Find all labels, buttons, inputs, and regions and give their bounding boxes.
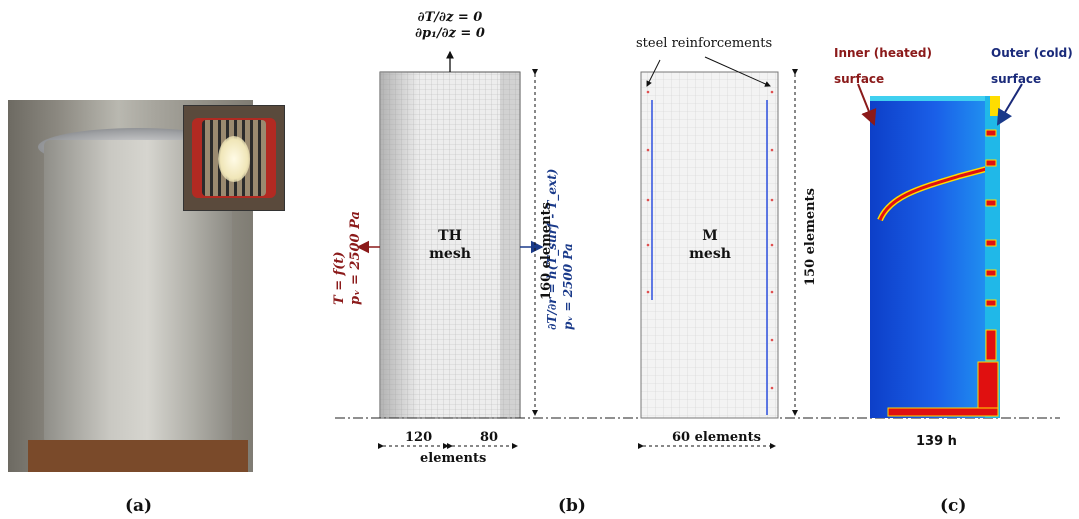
left-bc-line1: T = f(t) — [332, 251, 347, 305]
reinforcement-cage-inset-photo — [183, 105, 285, 211]
th-mesh-subtitle: mesh — [429, 246, 471, 262]
right-bc-line1: ∂T/∂r = h(T_surf - T_ext) — [545, 169, 560, 330]
steel-reinforcements-label: steel reinforcements — [636, 36, 773, 51]
right-bc-line2: pᵥ = 2500 Pa — [561, 243, 575, 330]
panel-label-a: (a) — [125, 496, 153, 516]
m-horizontal-elements-label: 60 elements — [672, 430, 761, 445]
th-horizontal-right-count: 80 — [480, 430, 499, 445]
inner-surface-label-line1: Inner (heated) — [834, 46, 932, 60]
outer-surface-label-line2: surface — [991, 72, 1042, 86]
th-mesh-title: TH — [438, 228, 462, 244]
specimen-base — [28, 440, 248, 472]
top-bc-line2: ∂p₁/∂z = 0 — [415, 26, 485, 41]
m-vertical-elements-label: 150 elements — [803, 188, 818, 286]
left-bc-line2: pᵥ = 2500 Pa — [348, 211, 363, 305]
inner-surface-label-line2: surface — [834, 72, 885, 86]
th-horizontal-elements-label: elements — [420, 451, 487, 466]
m-mesh — [638, 56, 798, 449]
panel-label-b: (b) — [558, 496, 586, 516]
th-horizontal-left-count: 120 — [405, 430, 433, 445]
result-time-label: 139 h — [916, 434, 957, 449]
outer-surface-label-line1: Outer (cold) — [991, 46, 1073, 60]
m-mesh-title: M — [702, 228, 718, 244]
th-mesh — [356, 50, 544, 449]
m-mesh-subtitle: mesh — [689, 246, 731, 262]
th-vertical-elements-label: 160 elements — [539, 202, 554, 300]
damage-field-result — [857, 83, 1023, 418]
panel-label-c: (c) — [940, 496, 967, 516]
top-bc-line1: ∂T/∂z = 0 — [417, 10, 483, 25]
